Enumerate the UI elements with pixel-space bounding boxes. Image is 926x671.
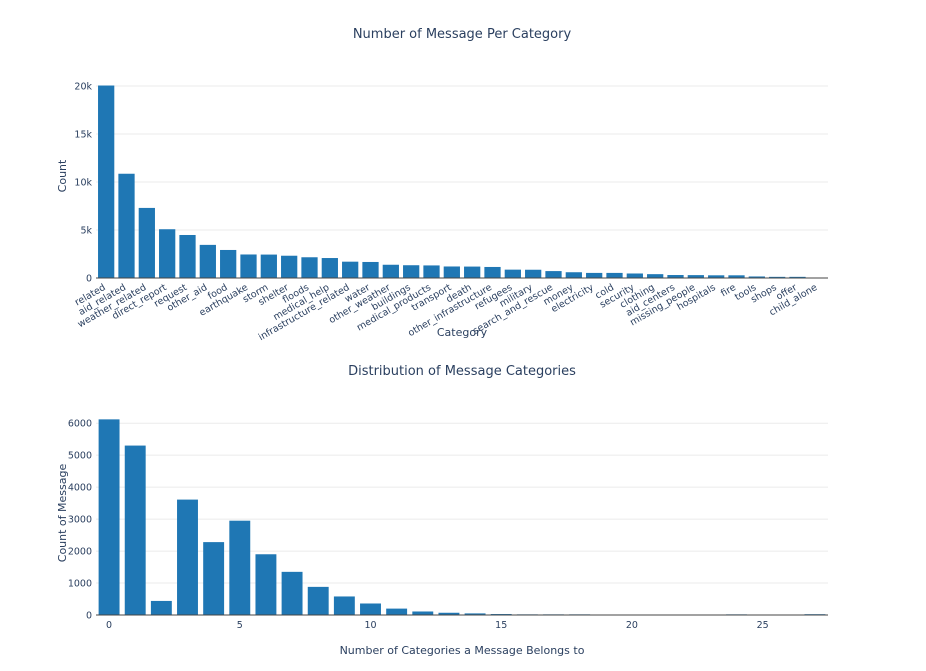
bar-3[interactable]: [177, 499, 198, 615]
bar-tools[interactable]: [748, 276, 765, 278]
distribution-chart-x-axis-title: Number of Categories a Message Belongs t…: [340, 644, 585, 657]
y-tick-label: 20k: [74, 82, 92, 93]
distribution-chart-bars: [98, 419, 826, 616]
category-chart-y-axis-title: Count: [56, 159, 69, 192]
bar-6[interactable]: [255, 554, 277, 615]
bar-refugees[interactable]: [504, 269, 521, 278]
bar-4[interactable]: [203, 542, 225, 615]
bar-buildings[interactable]: [403, 265, 420, 278]
bar-8[interactable]: [307, 586, 329, 615]
bar-11[interactable]: [386, 608, 408, 615]
bar-12[interactable]: [412, 611, 434, 615]
y-tick-label: 1000: [68, 579, 92, 590]
bar-missing_people[interactable]: [687, 275, 704, 278]
bar-electricity[interactable]: [586, 272, 603, 278]
bar-other_infrastructure[interactable]: [484, 266, 501, 278]
category-chart-y-ticks: 0 5k 10k 15k 20k: [74, 82, 92, 285]
y-tick-label: 2000: [68, 547, 92, 558]
distribution-chart: Distribution of Message Categories 01000…: [56, 364, 828, 657]
y-tick-label: 3000: [68, 515, 92, 526]
bar-fire[interactable]: [728, 275, 745, 278]
bar-cold[interactable]: [606, 272, 623, 278]
bar-7[interactable]: [281, 571, 303, 615]
y-tick-label: 6000: [68, 419, 92, 430]
distribution-chart-y-ticks: 0 1000 2000 3000 4000 5000 6000: [68, 419, 92, 622]
y-tick-label: 4000: [68, 483, 92, 494]
bar-death[interactable]: [464, 266, 481, 278]
bar-aid_centers[interactable]: [667, 275, 684, 278]
distribution-chart-gridlines: [96, 422, 828, 584]
x-tick-label: 25: [757, 620, 769, 631]
y-tick-label: 5000: [68, 451, 92, 462]
bar-other_aid[interactable]: [199, 244, 216, 278]
bar-request[interactable]: [179, 234, 196, 278]
bar-offer[interactable]: [789, 276, 806, 278]
category-chart-x-axis-title: Category: [437, 326, 488, 339]
bar-2[interactable]: [150, 600, 172, 615]
x-tick-label: 0: [106, 620, 112, 631]
bar-infrastructure_related[interactable]: [342, 261, 359, 278]
bar-medical_products[interactable]: [423, 265, 440, 278]
bar-transport[interactable]: [443, 266, 460, 278]
bar-other_weather[interactable]: [382, 264, 399, 278]
bar-storm[interactable]: [260, 254, 277, 278]
bar-13[interactable]: [438, 612, 460, 615]
y-tick-label: 5k: [80, 226, 92, 237]
bar-water[interactable]: [362, 261, 379, 278]
bar-clothing[interactable]: [647, 274, 664, 278]
category-chart-title: Number of Message Per Category: [353, 27, 572, 42]
x-tick-label: 20: [626, 620, 638, 631]
category-chart-bars: [98, 85, 806, 279]
distribution-chart-x-ticks: 0 5 10 15 20 25: [106, 620, 769, 631]
distribution-chart-title: Distribution of Message Categories: [348, 364, 576, 379]
bar-shelter[interactable]: [281, 255, 298, 278]
bar-hospitals[interactable]: [708, 275, 725, 278]
bar-1[interactable]: [124, 445, 146, 615]
distribution-chart-y-axis-title: Count of Message: [56, 464, 69, 563]
bar-10[interactable]: [360, 603, 381, 615]
bar-food[interactable]: [220, 249, 237, 278]
bar-floods[interactable]: [301, 257, 318, 278]
x-tick-label: 10: [364, 620, 376, 631]
bar-earthquake[interactable]: [240, 254, 257, 278]
bar-military[interactable]: [525, 269, 542, 278]
bar-shops[interactable]: [769, 276, 786, 278]
y-tick-label: 0: [86, 611, 92, 622]
bar-money[interactable]: [565, 272, 582, 278]
bar-related[interactable]: [98, 85, 115, 279]
y-tick-label: 15k: [74, 130, 92, 141]
x-tick-label: 15: [495, 620, 507, 631]
x-tick-label: 5: [237, 620, 243, 631]
bar-security[interactable]: [626, 273, 643, 278]
category-chart-gridlines: [96, 85, 828, 231]
bar-0[interactable]: [98, 419, 120, 615]
bar-medical_help[interactable]: [321, 258, 338, 278]
category-chart: Number of Message Per Category 0 5k 10k 15k…: [56, 27, 828, 343]
bar-9[interactable]: [333, 596, 355, 615]
y-tick-label: 0: [86, 274, 92, 285]
bar-search_and_rescue[interactable]: [545, 271, 562, 278]
y-tick-label: 10k: [74, 178, 92, 189]
bar-direct_report[interactable]: [159, 229, 176, 278]
bar-14[interactable]: [464, 613, 486, 615]
bar-weather_related[interactable]: [138, 207, 155, 278]
bar-5[interactable]: [229, 520, 251, 615]
bar-aid_related[interactable]: [118, 173, 135, 278]
